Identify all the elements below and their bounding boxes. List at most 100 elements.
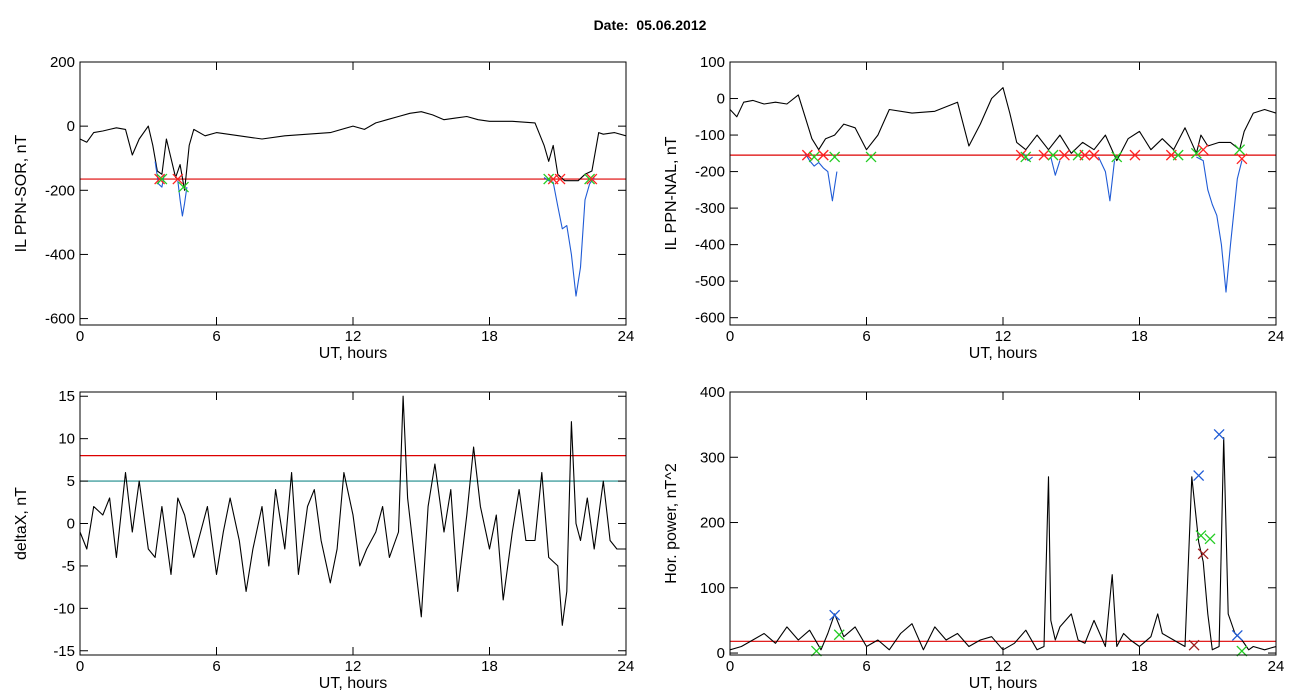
x-marker-stroke bbox=[865, 151, 877, 163]
x-marker-stroke bbox=[1111, 151, 1123, 163]
x-marker bbox=[1197, 144, 1209, 156]
x-tick-label: 6 bbox=[212, 328, 220, 345]
x-marker-stroke bbox=[1197, 548, 1209, 560]
x-marker bbox=[810, 645, 822, 657]
x-marker-stroke bbox=[1188, 639, 1200, 651]
x-marker bbox=[1236, 153, 1248, 165]
x-tick-label: 24 bbox=[618, 328, 635, 345]
y-tick-label: -100 bbox=[695, 127, 725, 144]
x-marker bbox=[586, 173, 598, 185]
x-marker bbox=[1088, 149, 1100, 161]
plot-frame bbox=[729, 391, 1277, 656]
y-tick-label: 0 bbox=[717, 91, 725, 108]
series-line bbox=[543, 177, 595, 297]
x-tick-label: 12 bbox=[345, 658, 362, 675]
y-tick-label: 0 bbox=[67, 516, 75, 533]
panel-hor-power: 0 6 12 18 24 0 100 200 300 400 UT, hours Hor. power… bbox=[650, 370, 1300, 700]
x-marker-stroke bbox=[586, 173, 598, 185]
series-line bbox=[80, 395, 626, 626]
x-tick-label: 6 bbox=[862, 328, 870, 345]
series-group bbox=[80, 395, 626, 626]
series-line bbox=[1196, 156, 1243, 293]
plot-frame bbox=[79, 391, 627, 656]
x-marker-stroke bbox=[829, 151, 841, 163]
y-axis-title: Hor. power, nT^2 bbox=[663, 463, 680, 584]
x-marker-stroke bbox=[1193, 470, 1205, 481]
y-tick-label: 0 bbox=[717, 645, 725, 662]
x-marker bbox=[1234, 144, 1246, 156]
x-marker-stroke bbox=[1236, 645, 1248, 657]
x-marker-stroke bbox=[154, 173, 166, 185]
x-marker-stroke bbox=[1197, 144, 1209, 156]
y-tick-label: -10 bbox=[53, 600, 75, 617]
x-marker-stroke bbox=[1213, 428, 1225, 440]
x-marker-stroke bbox=[810, 645, 822, 657]
y-tick-label: -200 bbox=[695, 164, 725, 181]
y-tick-label: -400 bbox=[45, 246, 75, 263]
y-tick-label: 400 bbox=[700, 384, 725, 401]
x-marker-stroke bbox=[1038, 149, 1050, 161]
chart-svg: 0 6 12 18 24 -600 -400 -200 0 200 UT, hours IL PPN-… bbox=[13, 54, 635, 362]
x-marker bbox=[1197, 548, 1209, 560]
x-marker-stroke bbox=[172, 173, 184, 185]
x-marker bbox=[1236, 645, 1248, 657]
y-axis-title: deltaX, nT bbox=[13, 487, 30, 560]
y-axis-title: IL PPN-SOR, nT bbox=[13, 134, 30, 252]
x-marker-stroke bbox=[1129, 149, 1141, 161]
y-tick-label: 200 bbox=[50, 54, 75, 71]
x-marker bbox=[178, 181, 189, 193]
panel-il-ppn-sor: 0 6 12 18 24 -600 -400 -200 0 200 UT, hours IL PPN-… bbox=[0, 40, 650, 370]
chart-svg: 0 6 12 18 24 -15 -10 -5 0 5 10 15 UT, hours deltaX, n… bbox=[13, 388, 634, 692]
x-marker bbox=[801, 149, 813, 161]
y-tick-label: 100 bbox=[700, 580, 725, 597]
x-tick-label: 24 bbox=[1268, 658, 1285, 675]
series-line bbox=[1050, 156, 1061, 176]
x-marker-stroke bbox=[817, 149, 829, 161]
x-marker-stroke bbox=[1047, 149, 1059, 161]
x-axis-title: UT, hours bbox=[969, 675, 1037, 692]
x-marker bbox=[172, 173, 184, 185]
y-tick-label: 5 bbox=[67, 473, 75, 490]
x-marker bbox=[833, 629, 845, 641]
x-tick-label: 12 bbox=[995, 658, 1012, 675]
series-line bbox=[730, 87, 1276, 162]
plot-frame bbox=[79, 61, 627, 326]
series-group bbox=[730, 437, 1276, 651]
x-axis-title: UT, hours bbox=[319, 345, 387, 362]
x-marker-stroke bbox=[584, 173, 596, 185]
series-group bbox=[80, 111, 626, 297]
y-tick-label: -500 bbox=[695, 273, 725, 290]
x-marker bbox=[1038, 149, 1050, 161]
chart-svg: 0 6 12 18 24 -600 -500 -400 -300 -200 -100 0 100 UT, … bbox=[663, 54, 1284, 362]
x-marker-stroke bbox=[1231, 629, 1243, 641]
x-marker-stroke bbox=[1195, 530, 1207, 542]
y-tick-label: 0 bbox=[67, 118, 75, 135]
series-line bbox=[1098, 156, 1116, 202]
x-axis-title: UT, hours bbox=[969, 345, 1037, 362]
x-marker bbox=[1193, 470, 1205, 481]
x-tick-label: 18 bbox=[481, 328, 498, 345]
x-marker-stroke bbox=[1015, 149, 1027, 161]
x-marker bbox=[554, 173, 566, 185]
x-tick-label: 18 bbox=[1131, 328, 1148, 345]
x-marker bbox=[829, 151, 841, 163]
x-axis-title: UT, hours bbox=[319, 675, 387, 692]
x-marker bbox=[1047, 149, 1059, 161]
y-tick-label: 15 bbox=[58, 388, 75, 405]
x-marker bbox=[1020, 151, 1032, 163]
series-line bbox=[177, 180, 188, 217]
x-marker bbox=[584, 173, 596, 185]
x-marker bbox=[1190, 147, 1202, 159]
y-tick-label: 10 bbox=[58, 431, 75, 448]
series-line bbox=[730, 437, 1276, 651]
plot-frame bbox=[729, 61, 1277, 326]
x-marker bbox=[817, 149, 829, 161]
panel-delta-x: 0 6 12 18 24 -15 -10 -5 0 5 10 15 UT, hours deltaX, n… bbox=[0, 370, 650, 700]
x-marker bbox=[1195, 530, 1207, 542]
x-marker-stroke bbox=[1088, 149, 1100, 161]
x-marker bbox=[865, 151, 877, 163]
panel-il-ppn-nal: 0 6 12 18 24 -600 -500 -400 -300 -200 -100 0 100 UT, … bbox=[650, 40, 1300, 370]
x-marker bbox=[1213, 428, 1225, 440]
x-marker bbox=[1188, 639, 1200, 651]
x-marker bbox=[156, 173, 168, 185]
